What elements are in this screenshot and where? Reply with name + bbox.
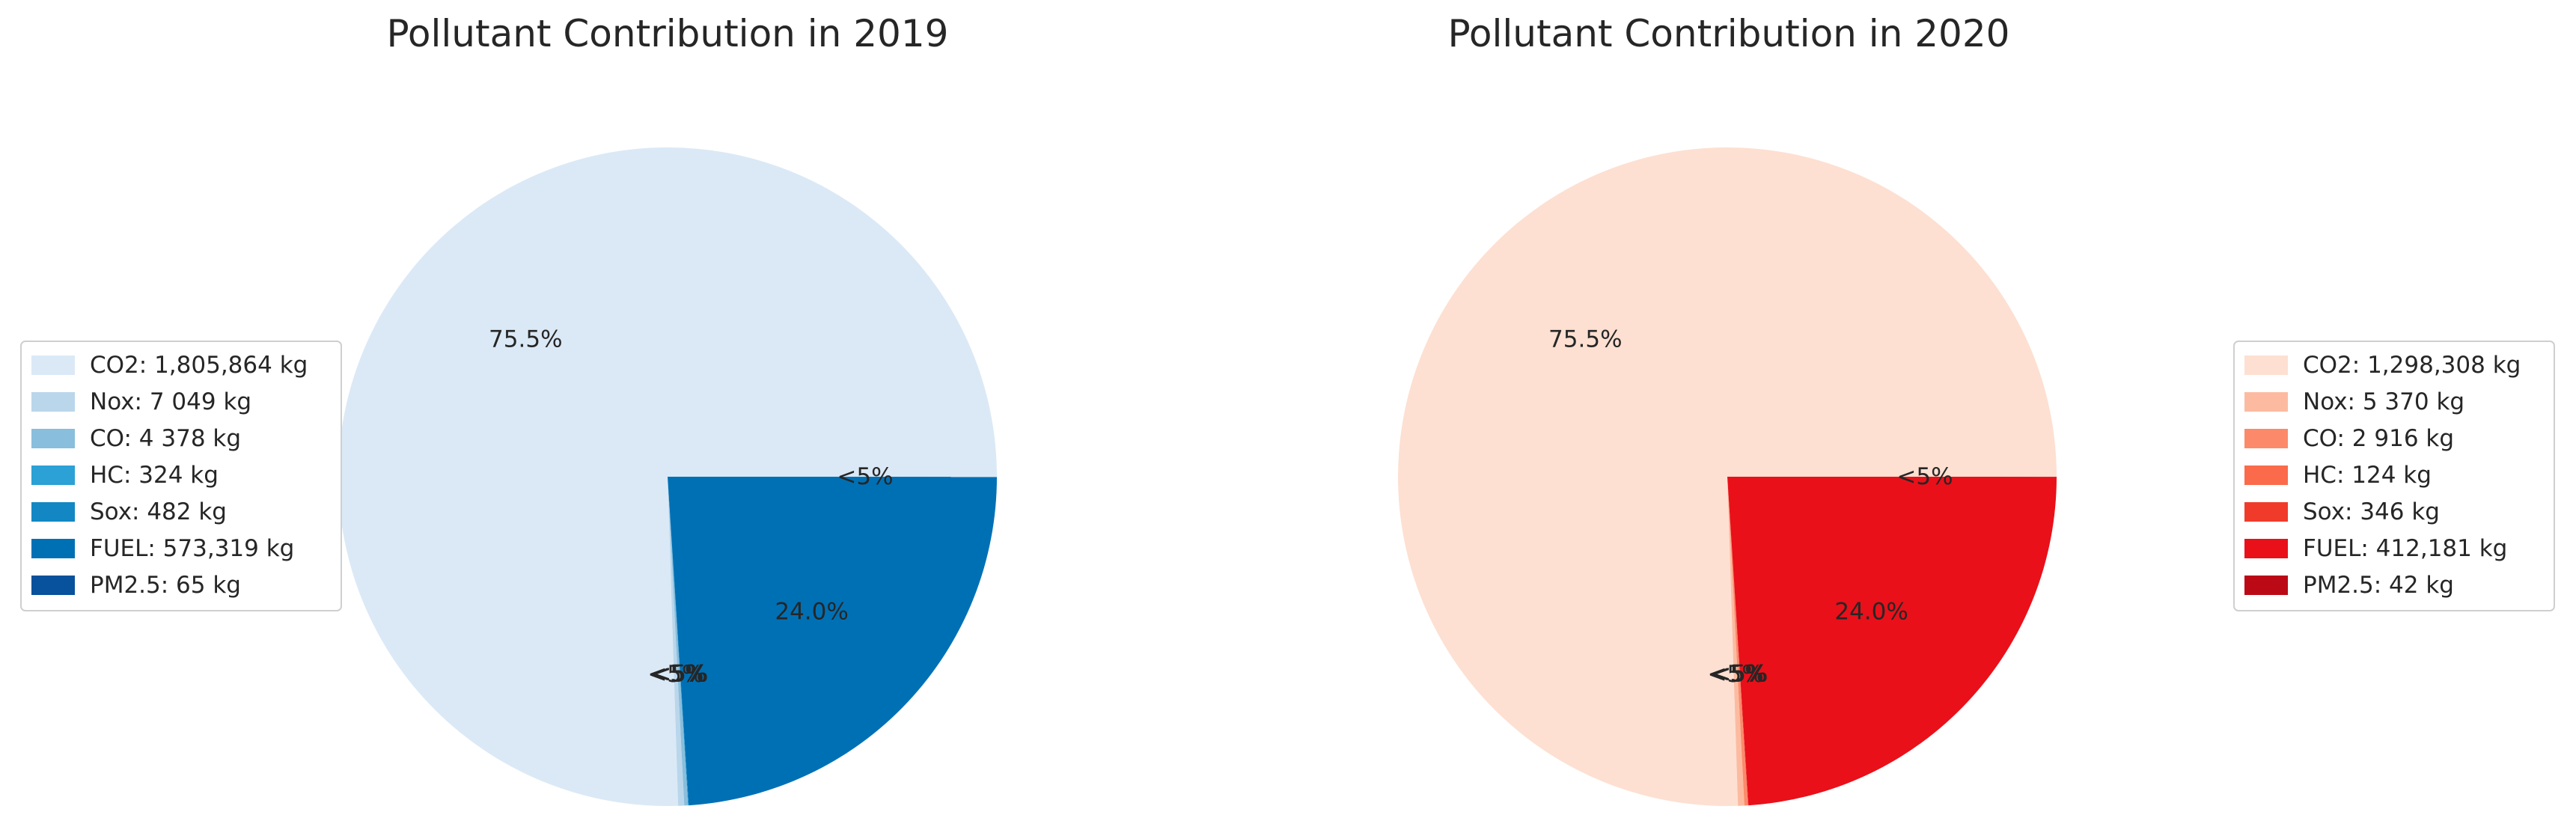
legend-swatch-sox (31, 502, 75, 522)
pie-chart-2019: Pollutant Contribution in 2019 75.5% <5% <… (20, 12, 997, 806)
legend-label-co: CO: 4 378 kg (90, 425, 241, 452)
pie-label-fuel: 24.0% (775, 599, 848, 626)
legend-label-fuel: FUEL: 412,181 kg (2303, 535, 2507, 562)
legend-label-pm2-5: PM2.5: 65 kg (90, 572, 241, 599)
pie-slice-fuel (1727, 477, 2057, 806)
legend-swatch-hc (2244, 466, 2288, 485)
legend-swatch-co2 (2244, 355, 2288, 375)
legend-label-co: CO: 2 916 kg (2303, 425, 2454, 452)
pie-label-co: <5% (1711, 661, 1767, 688)
chart-title-2020: Pollutant Contribution in 2020 (1448, 12, 2010, 55)
pie-slice-hc (668, 477, 689, 806)
pie-labels-2019: 75.5%<5%<5%<5%<5%24.0%<5% (489, 326, 894, 687)
pie-slice-co (1727, 477, 1748, 806)
pie-slice-nox (668, 477, 685, 806)
legend-swatch-fuel (31, 539, 75, 558)
pie-label-co: <5% (650, 661, 706, 688)
pie-label-sox: <5% (1712, 661, 1768, 688)
legend-swatch-co (2244, 429, 2288, 448)
legend-box (20, 341, 342, 611)
legend-label-nox: Nox: 5 370 kg (2303, 388, 2464, 415)
pie-label-hc: <5% (1712, 661, 1768, 688)
pie-slice-hc (1727, 477, 1748, 806)
pie-label-co2: 75.5% (1548, 326, 1622, 352)
legend-label-co2: CO2: 1,805,864 kg (90, 352, 308, 379)
legend-swatch-sox (2244, 502, 2288, 522)
pie-label-pm2-5: <5% (837, 463, 893, 490)
legend-swatch-co (31, 429, 75, 448)
pie-label-co2: 75.5% (489, 326, 562, 352)
legend-swatch-co2 (31, 355, 75, 375)
legend-swatch-pm2-5 (31, 576, 75, 595)
pie-slice-fuel (668, 477, 997, 806)
pie-slice-co2 (1397, 147, 2057, 806)
pie-label-hc: <5% (652, 661, 708, 688)
legend-box (2233, 341, 2555, 611)
pie-label-pm2-5: <5% (1896, 463, 1953, 490)
pie-slices-2019 (338, 147, 997, 806)
legend-2020: CO2: 1,298,308 kg Nox: 5 370 kg CO: 2 916 … (2233, 341, 2555, 611)
legend-label-co2: CO2: 1,298,308 kg (2303, 352, 2521, 379)
pie-slice-sox (1727, 477, 1749, 806)
pie-slice-co2 (338, 147, 997, 806)
pie-label-nox: <5% (1708, 661, 1764, 688)
legend-swatch-pm2-5 (2244, 576, 2288, 595)
pie-slice-sox (668, 477, 689, 806)
pie-chart-2020: Pollutant Contribution in 2020 75.5% <5% <… (1397, 12, 2555, 806)
chart-title-2019: Pollutant Contribution in 2019 (387, 12, 949, 55)
legend-label-sox: Sox: 346 kg (2303, 498, 2440, 525)
pie-label-sox: <5% (652, 661, 708, 688)
legend-label-sox: Sox: 482 kg (90, 498, 227, 525)
legend-label-hc: HC: 324 kg (90, 462, 219, 489)
legend-swatch-nox (31, 392, 75, 412)
pie-slice-nox (1727, 477, 1745, 806)
legend-label-pm2-5: PM2.5: 42 kg (2303, 572, 2454, 599)
legend-2019: CO2: 1,805,864 kg Nox: 7 049 kg CO: 4 378 … (20, 341, 342, 611)
legend-swatch-fuel (2244, 539, 2288, 558)
legend-swatch-hc (31, 466, 75, 485)
pie-slices-2020 (1397, 147, 2057, 806)
legend-label-nox: Nox: 7 049 kg (90, 388, 251, 415)
pie-label-fuel: 24.0% (1834, 599, 1908, 626)
pie-slice-co (668, 477, 689, 806)
pie-labels-2020: 75.5%<5%<5%<5%<5%24.0%<5% (1548, 326, 1953, 687)
pie-label-nox: <5% (647, 661, 703, 688)
legend-label-hc: HC: 124 kg (2303, 462, 2432, 489)
legend-label-fuel: FUEL: 573,319 kg (90, 535, 294, 562)
legend-swatch-nox (2244, 392, 2288, 412)
